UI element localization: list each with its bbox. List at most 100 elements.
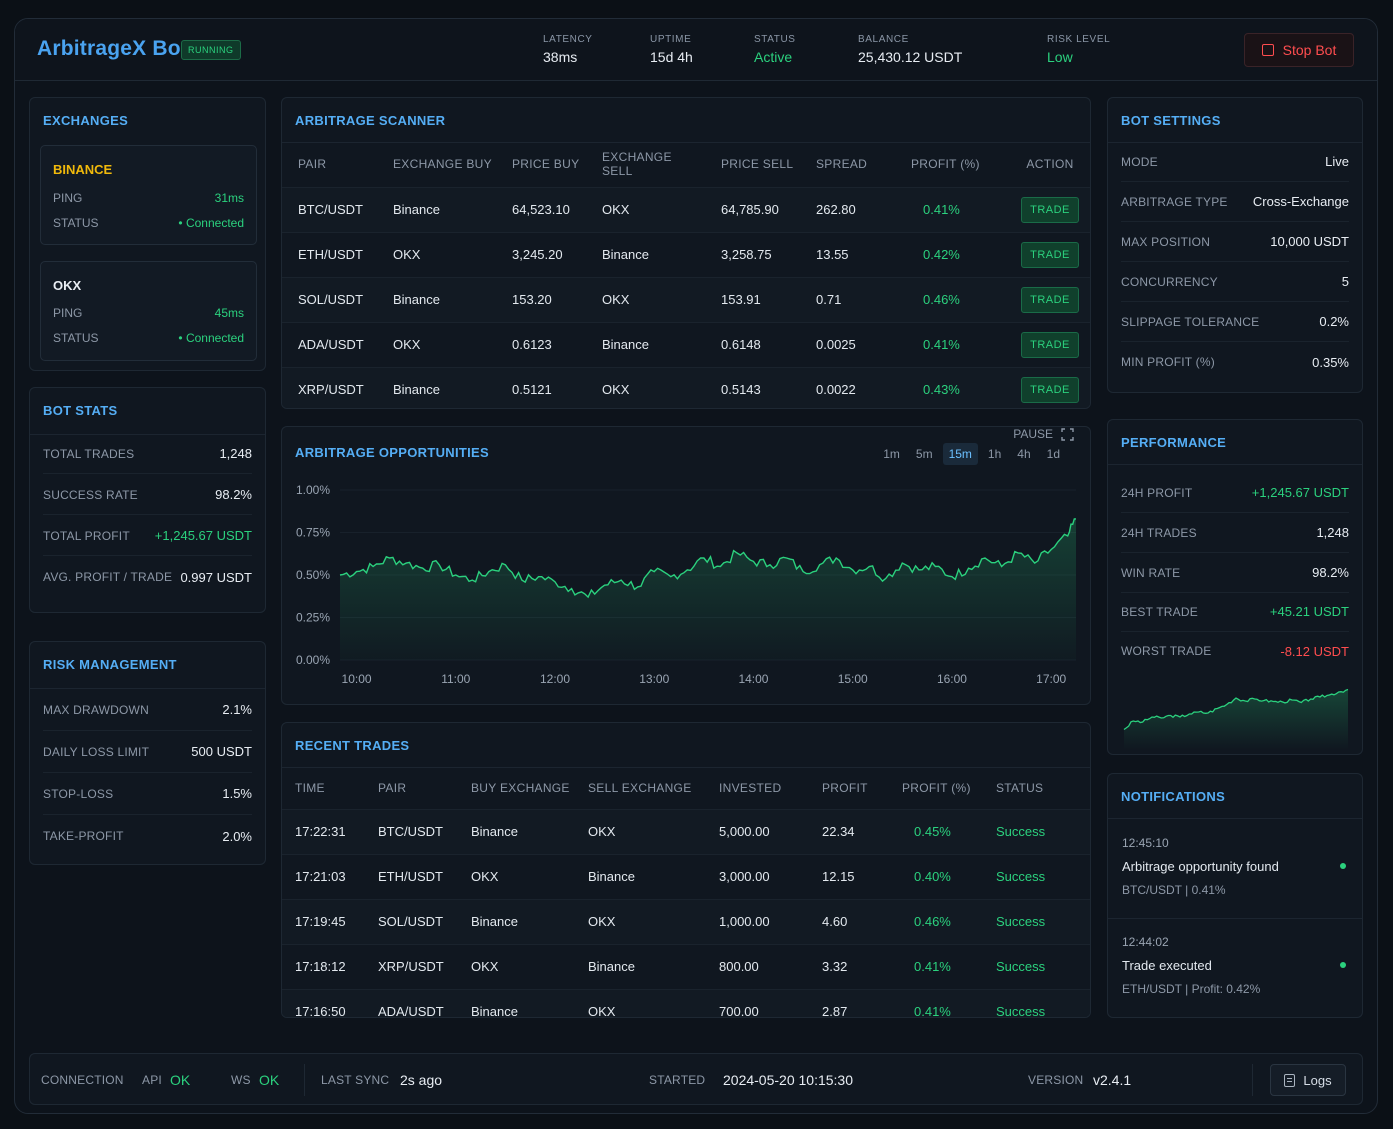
- exchange-card-okx[interactable]: OKX PING 45ms STATUS • Connected: [40, 261, 257, 361]
- balance-stat: BALANCE 25,430.12 USDT: [858, 34, 962, 65]
- buy-exchange-cell: OKX: [455, 853, 572, 899]
- setting-value: 10,000 USDT: [1270, 234, 1349, 249]
- ping-value: 45ms: [214, 306, 244, 320]
- x-tick-label: 11:00: [441, 672, 470, 686]
- profit-pct-cell: 0.41%: [886, 943, 980, 989]
- exchange-buy-cell: Binance: [377, 276, 496, 322]
- risk-row: STOP-LOSS 1.5%: [43, 773, 252, 815]
- setting-value: 5: [1341, 274, 1349, 289]
- setting-row[interactable]: SLIPPAGE TOLERANCE 0.2%: [1121, 302, 1349, 342]
- exchange-name: BINANCE: [53, 162, 113, 177]
- profit-pct-cell: 0.41%: [886, 988, 980, 1017]
- status-cell: Success: [980, 853, 1090, 899]
- setting-row[interactable]: MAX POSITION 10,000 USDT: [1121, 222, 1349, 262]
- trade-button[interactable]: TRADE: [1021, 241, 1079, 268]
- divider: [282, 142, 1090, 143]
- setting-label: ARBITRAGE TYPE: [1121, 194, 1228, 209]
- bot-stats-panel: BOT STATS TOTAL TRADES 1,248 SUCCESS RATE…: [29, 387, 266, 613]
- performance-row: BEST TRADE +45.21 USDT: [1121, 592, 1349, 632]
- performance-row: 24H PROFIT +1,245.67 USDT: [1121, 473, 1349, 513]
- app-title: ArbitrageX Bot: [37, 37, 188, 60]
- connection-status: • Connected: [178, 216, 244, 230]
- spread-cell: 0.0022: [800, 366, 895, 408]
- y-tick-label: 0.25%: [296, 611, 330, 625]
- performance-value: 98.2%: [1312, 565, 1349, 580]
- exchange-status-row: STATUS • Connected: [53, 216, 244, 230]
- status-label: STATUS: [53, 331, 99, 345]
- exchanges-title: EXCHANGES: [43, 113, 129, 128]
- y-tick-label: 0.00%: [296, 653, 330, 667]
- notification-item[interactable]: 12:44:02 Trade executed ETH/USDT | Profi…: [1122, 935, 1348, 996]
- table-row[interactable]: 17:19:45 SOL/USDT Binance OKX 1,000.00 4…: [282, 898, 1090, 944]
- top-bar: ArbitrageX Bot RUNNING LATENCY 38ms UPTI…: [15, 19, 1377, 81]
- api-label: API: [142, 1073, 162, 1087]
- logs-button[interactable]: Logs: [1270, 1064, 1346, 1096]
- uptime-label: UPTIME: [650, 34, 692, 45]
- exchange-card-binance[interactable]: BINANCE PING 31ms STATUS • Connected: [40, 145, 257, 245]
- buy-exchange-cell: Binance: [455, 988, 572, 1017]
- timeframe-1m[interactable]: 1m: [883, 447, 900, 461]
- time-cell: 17:19:45: [282, 898, 362, 944]
- stat-label: AVG. PROFIT / TRADE: [43, 570, 173, 584]
- started-value: 2024-05-20 10:15:30: [723, 1072, 853, 1088]
- notification-time: 12:45:10: [1122, 836, 1169, 850]
- table-row[interactable]: 17:21:03 ETH/USDT OKX Binance 3,000.00 1…: [282, 853, 1090, 899]
- pair-cell: ADA/USDT: [362, 988, 455, 1017]
- divider: [282, 767, 1090, 768]
- column-header: ACTION: [1026, 157, 1074, 172]
- y-tick-label: 1.00%: [296, 483, 330, 497]
- risk-label: STOP-LOSS: [43, 786, 114, 801]
- timeframe-1d[interactable]: 1d: [1046, 447, 1060, 461]
- setting-row[interactable]: MIN PROFIT (%) 0.35%: [1121, 342, 1349, 382]
- version-value: v2.4.1: [1093, 1072, 1132, 1088]
- performance-label: 24H TRADES: [1121, 525, 1197, 540]
- document-icon: [1284, 1073, 1296, 1087]
- table-row[interactable]: 17:22:31 BTC/USDT Binance OKX 5,000.00 2…: [282, 808, 1090, 854]
- trade-button[interactable]: TRADE: [1021, 286, 1079, 313]
- trade-button[interactable]: TRADE: [1021, 196, 1079, 223]
- divider: [30, 688, 265, 689]
- sell-exchange-cell: OKX: [572, 988, 703, 1017]
- profit-cell: 22.34: [806, 808, 886, 854]
- setting-row[interactable]: CONCURRENCY 5: [1121, 262, 1349, 302]
- invested-cell: 800.00: [703, 943, 806, 989]
- stop-bot-button[interactable]: Stop Bot: [1244, 33, 1354, 67]
- risk-level-label: RISK LEVEL: [1047, 34, 1111, 45]
- time-cell: 17:22:31: [282, 808, 362, 854]
- performance-sparkline: [1123, 688, 1349, 750]
- version-label: VERSION: [1028, 1073, 1084, 1087]
- risk-level-stat: RISK LEVEL Low: [1047, 34, 1110, 65]
- started-label: STARTED: [649, 1073, 706, 1087]
- table-row[interactable]: 17:18:12 XRP/USDT OKX Binance 800.00 3.3…: [282, 943, 1090, 989]
- time-cell: 17:21:03: [282, 853, 362, 899]
- profit-cell: 0.46%: [895, 276, 1010, 322]
- timeframe-1h[interactable]: 1h: [987, 447, 1002, 461]
- stat-row: TOTAL TRADES 1,248: [43, 434, 252, 474]
- column-header: INVESTED: [719, 780, 782, 795]
- stat-row: SUCCESS RATE 98.2%: [43, 475, 252, 515]
- exchange-name: OKX: [53, 278, 82, 293]
- table-row[interactable]: 17:16:50 ADA/USDT Binance OKX 700.00 2.8…: [282, 988, 1090, 1017]
- connection-label: CONNECTION: [41, 1073, 124, 1087]
- pair-cell: SOL/USDT: [282, 276, 377, 322]
- setting-value: Cross-Exchange: [1252, 194, 1349, 209]
- setting-row[interactable]: MODE Live: [1121, 142, 1349, 182]
- fullscreen-icon[interactable]: [1061, 427, 1074, 441]
- time-cell: 17:16:50: [282, 988, 362, 1017]
- setting-row[interactable]: ARBITRAGE TYPE Cross-Exchange: [1121, 182, 1349, 222]
- timeframe-4h[interactable]: 4h: [1017, 447, 1031, 461]
- trade-button[interactable]: TRADE: [1021, 331, 1079, 358]
- trade-button[interactable]: TRADE: [1021, 376, 1079, 403]
- risk-value: 500 USDT: [191, 744, 252, 759]
- timeframe-5m[interactable]: 5m: [915, 447, 933, 461]
- x-tick-label: 13:00: [639, 672, 669, 686]
- exchanges-panel: EXCHANGES BINANCE PING 31ms STATUS • Con…: [29, 97, 266, 371]
- time-cell: 17:18:12: [282, 943, 362, 989]
- column-header: TIME: [295, 780, 325, 795]
- pair-cell: SOL/USDT: [362, 898, 455, 944]
- risk-value: 2.1%: [222, 702, 252, 717]
- notification-item[interactable]: 12:45:10 Arbitrage opportunity found BTC…: [1122, 836, 1348, 897]
- last-sync-label: LAST SYNC: [321, 1073, 390, 1087]
- timeframe-15m[interactable]: 15m: [942, 443, 978, 465]
- pause-control[interactable]: PAUSE: [1013, 427, 1074, 441]
